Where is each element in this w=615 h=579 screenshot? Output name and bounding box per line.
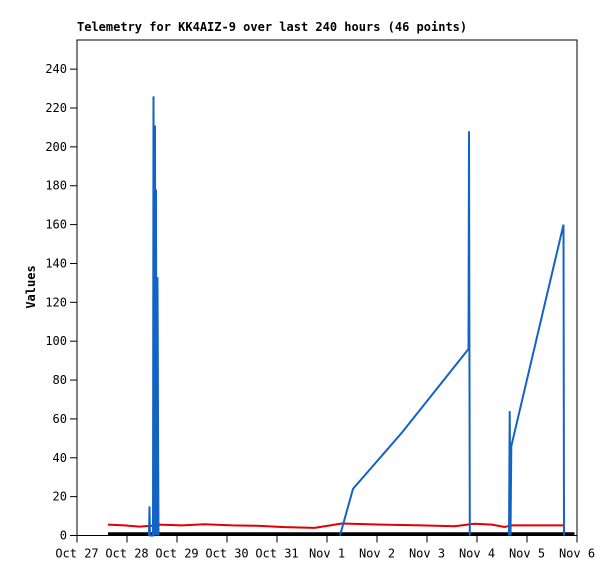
x-tick-label: Oct 30 (205, 547, 248, 561)
y-tick-label: 180 (45, 179, 67, 193)
y-tick-label: 240 (45, 62, 67, 76)
y-tick-label: 40 (53, 451, 67, 465)
y-tick-label: 20 (53, 490, 67, 504)
y-tick-label: 200 (45, 140, 67, 154)
y-tick-label: 120 (45, 295, 67, 309)
x-tick-label: Nov 6 (559, 547, 595, 561)
series-line-channel-blue (508, 224, 565, 536)
x-tick-label: Oct 29 (155, 547, 198, 561)
x-tick-label: Nov 5 (509, 547, 545, 561)
x-tick-label: Nov 4 (459, 547, 495, 561)
y-tick-label: 140 (45, 256, 67, 270)
series-line-channel-blue (339, 131, 471, 536)
y-tick-label: 0 (60, 529, 67, 543)
x-tick-label: Oct 27 (55, 547, 98, 561)
x-tick-label: Nov 2 (359, 547, 395, 561)
x-tick-label: Oct 31 (255, 547, 298, 561)
series-line-channel-red (107, 522, 564, 529)
y-tick-label: 80 (53, 373, 67, 387)
x-tick-label: Nov 1 (309, 547, 345, 561)
plot-frame (76, 39, 578, 536)
x-tick-label: Nov 3 (409, 547, 445, 561)
y-tick-label: 60 (53, 412, 67, 426)
series-line-channel-blue (148, 96, 160, 537)
chart-title: Telemetry for KK4AIZ-9 over last 240 hou… (77, 20, 468, 34)
y-tick-label: 220 (45, 101, 67, 115)
y-tick-label: 100 (45, 334, 67, 348)
x-tick-label: Oct 28 (105, 547, 148, 561)
y-tick-label: 160 (45, 218, 67, 232)
